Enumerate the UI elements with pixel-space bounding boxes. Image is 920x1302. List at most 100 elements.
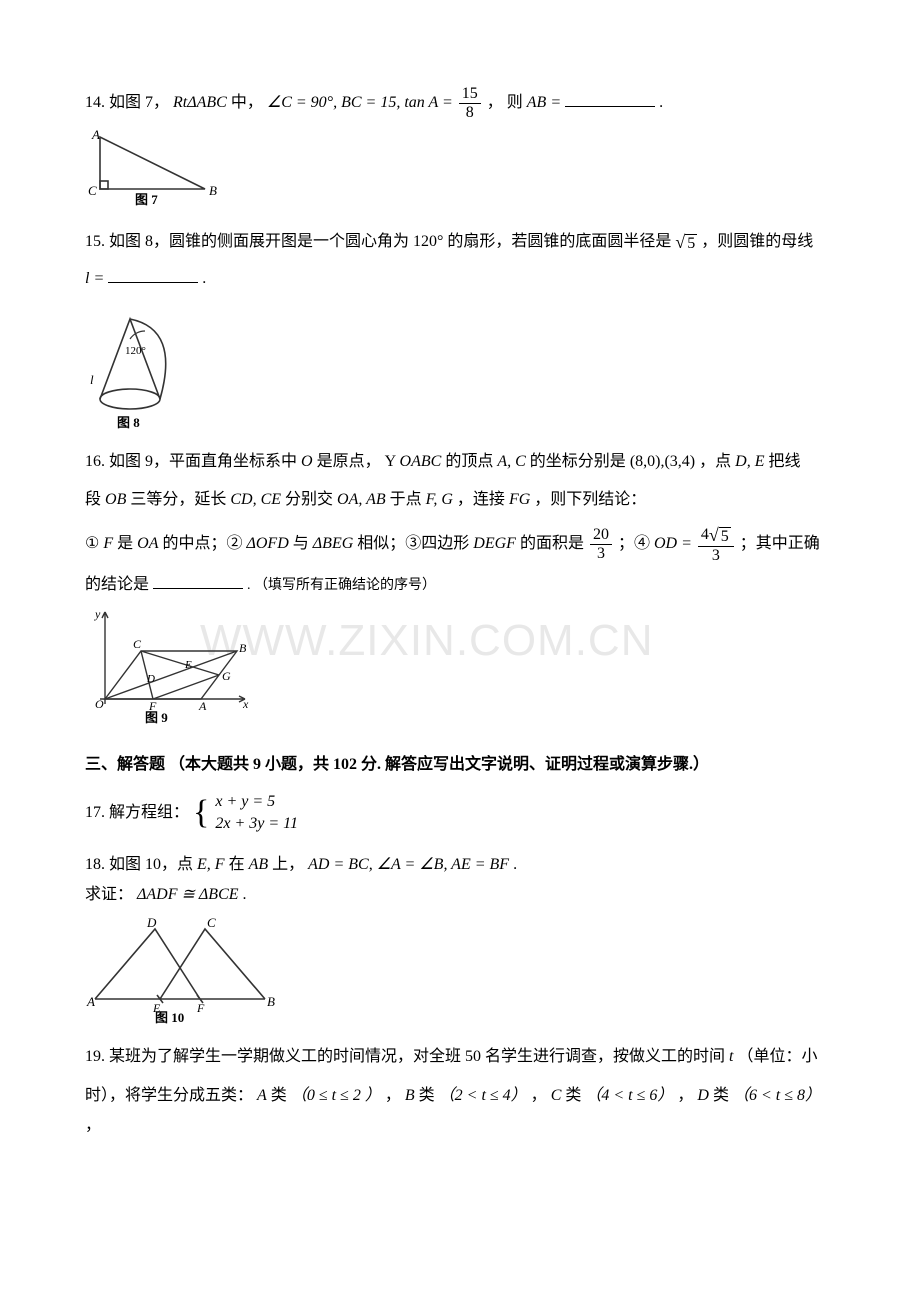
q19-l2a: 时），将学生分成五类：	[85, 1087, 253, 1104]
q16-opt1e: 相似；③四边形	[357, 535, 473, 552]
q14-period: .	[659, 94, 663, 111]
q15-period: .	[202, 270, 206, 287]
q16-FG: F, G	[426, 491, 453, 508]
question-18: 18. 如图 10，点 E, F 在 AB 上， AD = BC, ∠A = ∠…	[85, 854, 835, 1025]
svg-text:图 9: 图 9	[145, 710, 168, 724]
figure-7: A C B 图 7	[85, 129, 225, 207]
question-19: 19. 某班为了解学生一学期做义工的时间情况，对全班 50 名学生进行调查，按做…	[85, 1042, 835, 1141]
q16-frac203-num: 20	[590, 527, 612, 545]
section-3-heading: 三、解答题 （本大题共 9 小题，共 102 分. 解答应写出文字说明、证明过程…	[85, 754, 835, 776]
q18-l1c: 上，	[272, 856, 308, 873]
q18-cond: AD = BC, ∠A = ∠B, AE = BF	[308, 856, 509, 873]
q16-mid1: 是原点， Y	[317, 453, 396, 470]
q16-CDCE: CD, CE	[230, 491, 281, 508]
q16-opt1F: F	[103, 535, 113, 552]
q19-clsC: 类	[565, 1087, 585, 1104]
q14-blank	[565, 91, 655, 107]
q16-mid4: ，点	[699, 453, 735, 470]
q16-opt1a: ①	[85, 535, 103, 552]
q16-DE: D, E	[735, 453, 764, 470]
figure-9: O A B C F G D E x y 图 9	[85, 604, 255, 724]
q17-eq2: 2x + 3y = 11	[215, 813, 298, 835]
q18-l1a: 18. 如图 10，点	[85, 856, 197, 873]
q16-opt1g: ；④	[618, 535, 654, 552]
question-14: 14. 如图 7， RtΔABC 中， ∠C = 90°, BC = 15, t…	[85, 85, 835, 207]
q14-prefix: 14. 如图 7，	[85, 94, 173, 111]
q17-prefix: 17. 解方程组：	[85, 804, 189, 821]
svg-text:C: C	[207, 915, 216, 930]
svg-text:C: C	[133, 637, 142, 651]
q16-OAAB: OA, AB	[337, 491, 386, 508]
q19-l1b: （单位：小	[737, 1048, 817, 1065]
question-16: 16. 如图 9，平面直角坐标系中 O 是原点， Y OABC 的顶点 A, C…	[85, 447, 835, 725]
q16-O: O	[301, 453, 313, 470]
q16-l2f: ，则下列结论：	[534, 491, 646, 508]
q19-clsA: 类	[271, 1087, 291, 1104]
q16-l4: 的结论是	[85, 576, 153, 593]
q14-angle: ∠C = 90°, BC = 15, tan A =	[267, 94, 457, 111]
svg-text:C: C	[88, 183, 97, 198]
q19-c3: ，	[677, 1087, 693, 1104]
q16-opt1OFD: ΔOFD	[246, 535, 288, 552]
q14-tail1: ， 则	[487, 94, 527, 111]
svg-text:O: O	[95, 697, 104, 711]
q19-Acond: （0 ≤ t ≤ 2 ）	[291, 1087, 381, 1104]
svg-text:x: x	[242, 697, 249, 711]
svg-text:F: F	[196, 1001, 205, 1015]
q16-opt1f: 的面积是	[520, 535, 588, 552]
q16-opt1b: 是	[117, 535, 137, 552]
q16-mid3: 的坐标分别是	[530, 453, 630, 470]
svg-text:D: D	[146, 915, 157, 930]
figure-10: A B D C E F 图 10	[85, 914, 275, 1024]
q19-c2: ，	[531, 1087, 547, 1104]
q19-clsD: 类	[713, 1087, 733, 1104]
svg-text:图 10: 图 10	[155, 1010, 184, 1024]
q16-blank	[153, 573, 243, 589]
question-15: 15. 如图 8，圆锥的侧面展开图是一个圆心角为 120° 的扇形，若圆锥的底面…	[85, 225, 835, 429]
q19-clsB: 类	[419, 1087, 439, 1104]
q18-l2a: 求证：	[85, 886, 133, 903]
q19-l1: 19. 某班为了解学生一学期做义工的时间情况，对全班 50 名学生进行调查，按做…	[85, 1048, 729, 1065]
q18-l1d: .	[513, 856, 517, 873]
q15-sqrt5: √5	[675, 225, 697, 259]
q19-Bcond: （2 < t ≤ 4）	[439, 1087, 527, 1104]
q19-Ccond: （4 < t ≤ 6）	[585, 1087, 673, 1104]
q16-frac4s53: 4√5 3	[698, 526, 734, 564]
q19-C: C	[551, 1087, 562, 1104]
q14-frac-den: 8	[459, 104, 481, 121]
svg-text:B: B	[209, 183, 217, 198]
svg-text:l: l	[90, 372, 94, 387]
q16-FGvar: FG	[509, 491, 530, 508]
q16-OB: OB	[105, 491, 126, 508]
q16-OABC: OABC	[400, 453, 442, 470]
q18-EF: E, F	[197, 856, 225, 873]
svg-text:A: A	[198, 699, 207, 713]
q16-mid5: 把线	[768, 453, 800, 470]
q16-opt1c: 的中点；②	[162, 535, 246, 552]
q19-A: A	[257, 1087, 267, 1104]
page-content: 14. 如图 7， RtΔABC 中， ∠C = 90°, BC = 15, t…	[85, 85, 835, 1142]
q17-eq1: x + y = 5	[215, 791, 298, 813]
q15-l: l =	[85, 270, 108, 287]
q18-l2b: .	[243, 886, 247, 903]
q16-frac4s53-den: 3	[698, 547, 734, 564]
q16-coords: (8,0),(3,4)	[630, 453, 695, 470]
q16-l2d: 于点	[390, 491, 426, 508]
svg-text:A: A	[91, 129, 100, 142]
q19-c1: ，	[385, 1087, 401, 1104]
q15-prefix: 15. 如图 8，圆锥的侧面展开图是一个圆心角为 120° 的扇形，若圆锥的底面…	[85, 233, 675, 250]
q16-prefix: 16. 如图 9，平面直角坐标系中	[85, 453, 301, 470]
q14-ab: AB =	[527, 94, 565, 111]
svg-text:E: E	[184, 659, 192, 671]
q19-t: t	[729, 1048, 733, 1065]
q16-mid2: 的顶点	[445, 453, 497, 470]
q16-opt1OD: OD =	[654, 535, 696, 552]
svg-text:图 8: 图 8	[117, 415, 140, 429]
q14-frac: 15 8	[459, 86, 481, 121]
q14-frac-num: 15	[459, 86, 481, 104]
svg-text:120°: 120°	[125, 345, 146, 357]
q19-B: B	[405, 1087, 415, 1104]
q18-AB: AB	[249, 856, 269, 873]
q16-l2c: 分别交	[285, 491, 337, 508]
q14-mid1: 中，	[231, 94, 267, 111]
